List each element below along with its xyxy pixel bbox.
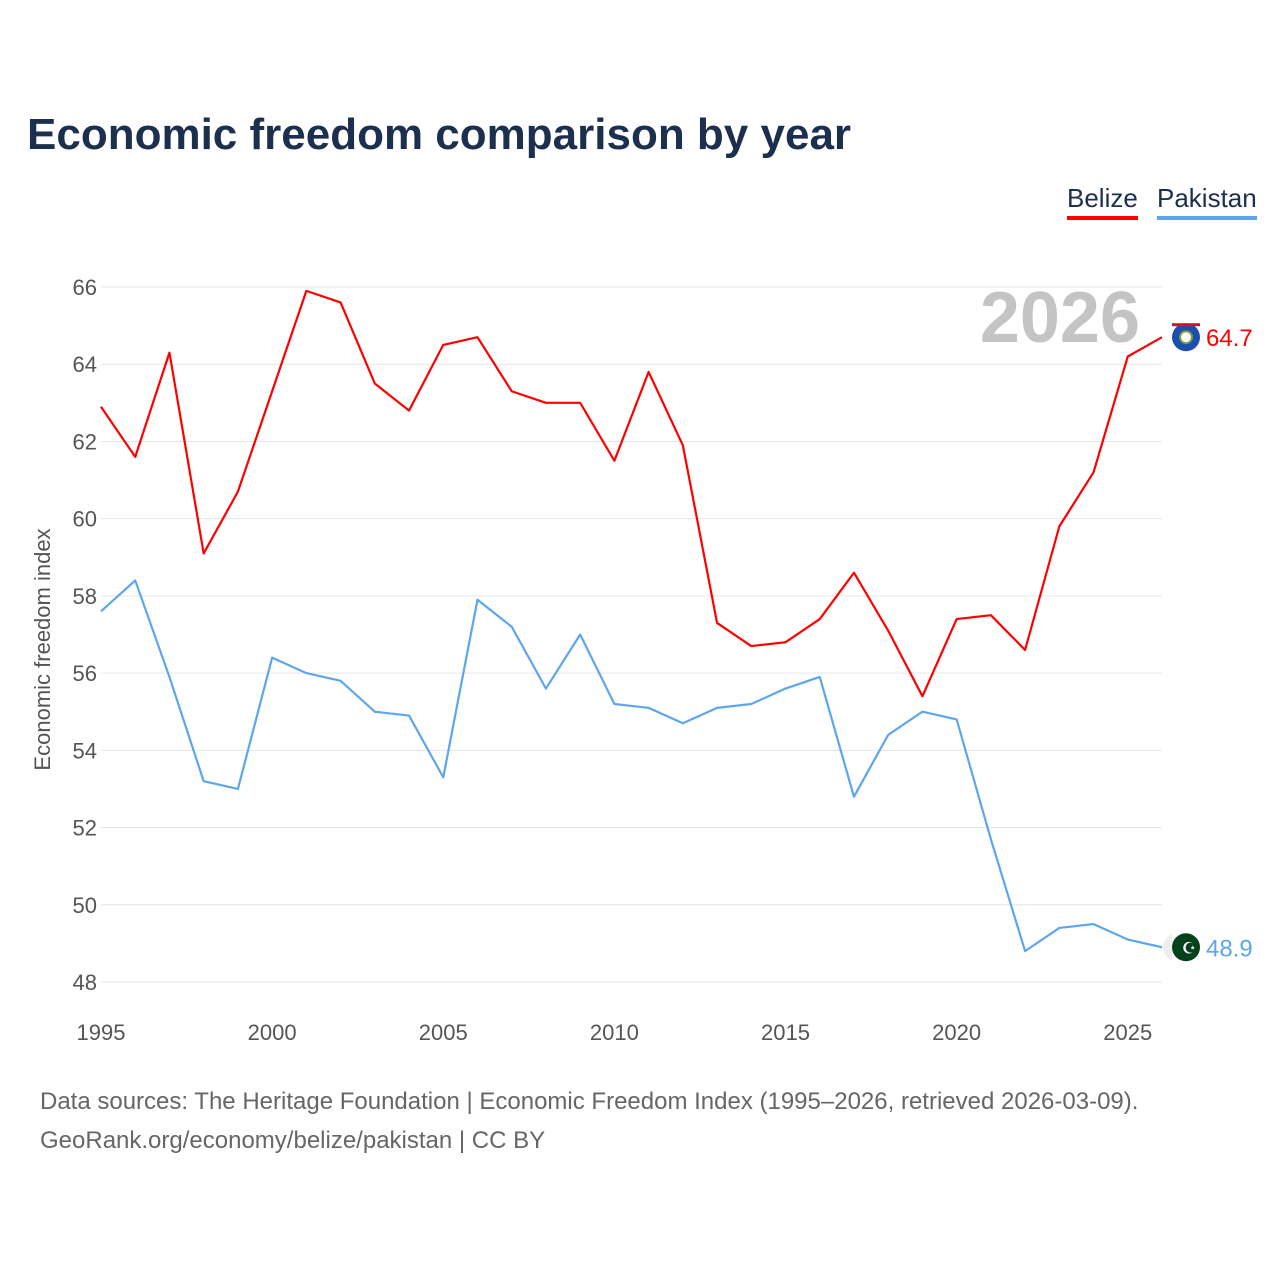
y-tick-label: 58 [73, 584, 97, 609]
x-tick-label: 2000 [248, 1020, 297, 1045]
x-tick-label: 2010 [590, 1020, 639, 1045]
y-tick-label: 62 [73, 429, 97, 454]
pakistan-flag-icon [1172, 933, 1200, 962]
flag-stripe [1172, 323, 1200, 327]
chart-title: Economic freedom comparison by year [27, 110, 852, 159]
year-watermark: 2026 [980, 278, 1140, 358]
legend-pakistan[interactable]: Pakistan [1157, 183, 1257, 220]
y-tick-label: 60 [73, 507, 97, 532]
x-tick-label: 1995 [77, 1020, 126, 1045]
footer-sources: Data sources: The Heritage Foundation | … [40, 1088, 1139, 1115]
series-line-pakistan [100, 579, 1163, 953]
legend-belize[interactable]: Belize [1067, 183, 1138, 220]
y-axis-label: Economic freedom index [30, 528, 55, 770]
flag-crescent: ☪ [1182, 940, 1196, 957]
y-tick-label: 48 [73, 970, 97, 995]
y-tick-label: 56 [73, 661, 97, 686]
flag-white-band [1163, 934, 1172, 961]
flag-emblem [1179, 330, 1193, 345]
y-tick-label: 54 [73, 738, 97, 763]
end-label-belize: 64.7 [1206, 325, 1253, 352]
series-line-belize [100, 289, 1163, 698]
x-tick-label: 2015 [761, 1020, 810, 1045]
x-tick-label: 2025 [1103, 1020, 1152, 1045]
y-tick-label: 66 [73, 275, 97, 300]
x-tick-label: 2005 [419, 1020, 468, 1045]
x-tick-label: 2020 [932, 1020, 981, 1045]
y-tick-label: 52 [73, 816, 97, 841]
footer-link: GeoRank.org/economy/belize/pakistan | CC… [40, 1127, 546, 1154]
y-tick-label: 64 [73, 352, 97, 377]
end-label-pakistan: 48.9 [1206, 935, 1253, 962]
y-tick-label: 50 [73, 893, 97, 918]
